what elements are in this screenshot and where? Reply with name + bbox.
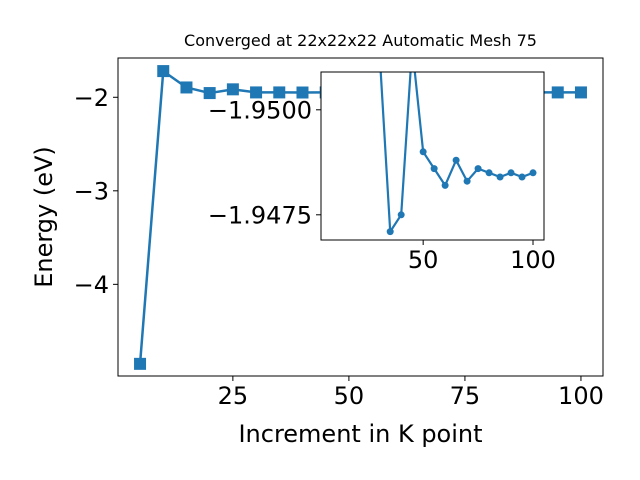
inset-point xyxy=(518,173,526,181)
inset-point xyxy=(397,211,405,219)
main-point xyxy=(273,86,286,99)
inset-point xyxy=(452,156,460,164)
inset-point xyxy=(529,169,537,177)
inset-point xyxy=(419,148,427,156)
main-point xyxy=(134,357,147,370)
main-point xyxy=(157,65,170,78)
inset-y-tick-label: −1.9475 xyxy=(208,201,312,229)
main-y-tick-label: −2 xyxy=(74,84,109,112)
main-y-axis-label: Energy (eV) xyxy=(30,146,58,288)
inset-y-tick-label: −1.9500 xyxy=(208,96,312,124)
main-point xyxy=(203,87,216,100)
inset-series xyxy=(379,72,537,236)
inset-frame xyxy=(320,71,545,241)
main-point xyxy=(180,81,193,94)
main-point xyxy=(226,83,239,96)
main-point xyxy=(574,86,587,99)
main-point xyxy=(296,86,309,99)
main-point xyxy=(551,86,564,99)
main-x-tick-label: 100 xyxy=(558,382,604,410)
main-frame xyxy=(117,57,604,377)
inset-point xyxy=(386,228,394,236)
inset-x-tick-label: 50 xyxy=(408,246,439,274)
main-x-tick-label: 50 xyxy=(334,382,365,410)
main-y-tick-label: −3 xyxy=(74,177,109,205)
main-point xyxy=(250,86,263,99)
main-x-tick-label: 25 xyxy=(218,382,249,410)
main-y-tick-label: −4 xyxy=(74,271,109,299)
inset-point xyxy=(507,169,515,177)
inset-plot: 50 100 −1.9500 −1.9475 xyxy=(208,71,556,274)
inset-x-tick-label: 100 xyxy=(510,246,556,274)
inset-point xyxy=(463,177,471,185)
main-x-axis-label: Increment in K point xyxy=(238,420,482,448)
main-title: Converged at 22x22x22 Automatic Mesh 75 xyxy=(184,31,537,50)
main-x-tick-label: 75 xyxy=(450,382,481,410)
inset-point xyxy=(474,165,482,173)
inset-point xyxy=(441,181,449,189)
inset-point xyxy=(430,165,438,173)
inset-point xyxy=(496,173,504,181)
inset-background xyxy=(321,72,544,240)
inset-point xyxy=(485,169,493,177)
